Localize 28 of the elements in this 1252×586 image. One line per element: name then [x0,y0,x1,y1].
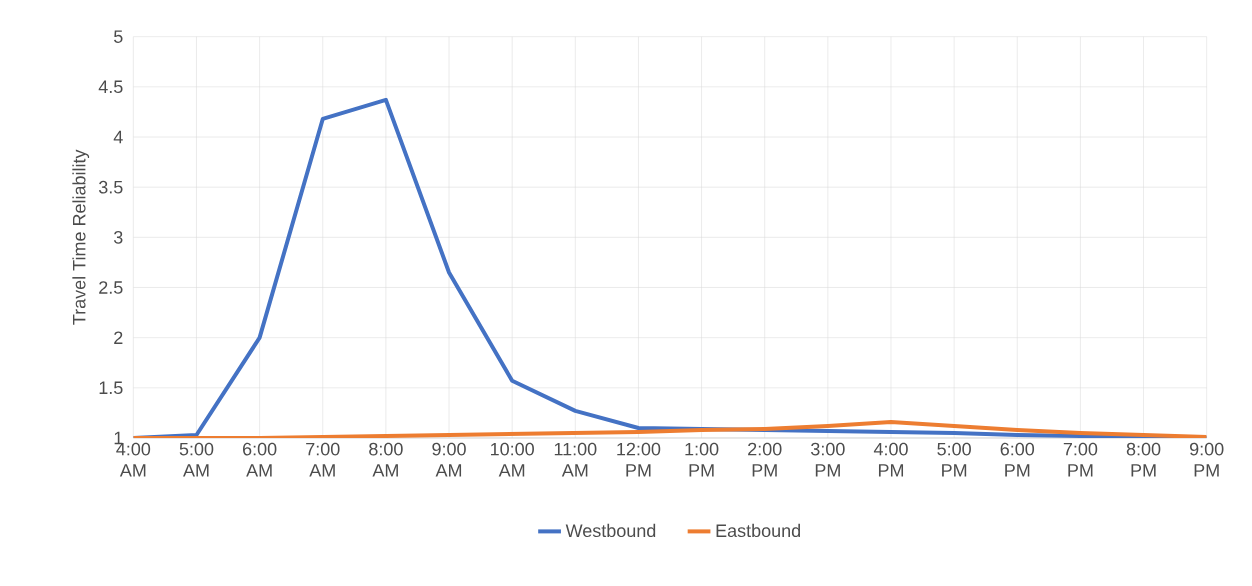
x-tick-label: 12:00 PM [617,442,661,477]
x-tick-label: 6:00 PM [1000,442,1035,477]
x-tick-label: 4:00 PM [873,442,908,477]
x-tick-label: 10:00 AM [491,442,534,477]
x-tick-label: 7:00 PM [1063,442,1098,477]
x-tick-label: 9:00 PM [1190,442,1224,477]
x-tick-label: 3:00 PM [811,442,845,477]
x-tick-label: 11:00 AM [554,442,597,477]
legend-label: Westbound [565,523,656,538]
y-tick-label: 3 [113,230,123,244]
y-axis-title: Travel Time Reliability [72,149,90,325]
x-tick-label: 8:00 PM [1126,442,1161,477]
x-tick-label: 8:00 AM [369,442,403,477]
y-tick-label: 2.5 [99,281,123,294]
x-tick-label: 6:00 AM [243,442,277,477]
x-tick-label: 2:00 PM [748,442,782,477]
y-tick-label: 5 [113,30,123,43]
x-tick-label: 1:00 PM [685,442,719,477]
y-tick-label: 4.5 [98,80,123,94]
y-tick-label: 2 [114,331,123,344]
x-tick-label: 7:00 AM [306,442,340,477]
x-tick-label: 5:00 PM [937,442,971,477]
x-tick-label: 5:00 AM [179,442,214,477]
legend-label: Eastbound [716,523,800,538]
y-tick-label: 4 [113,130,123,144]
y-tick-label: 1.5 [99,381,123,395]
y-tick-label: 3.5 [98,180,123,194]
x-tick-label: 9:00 AM [432,442,466,477]
